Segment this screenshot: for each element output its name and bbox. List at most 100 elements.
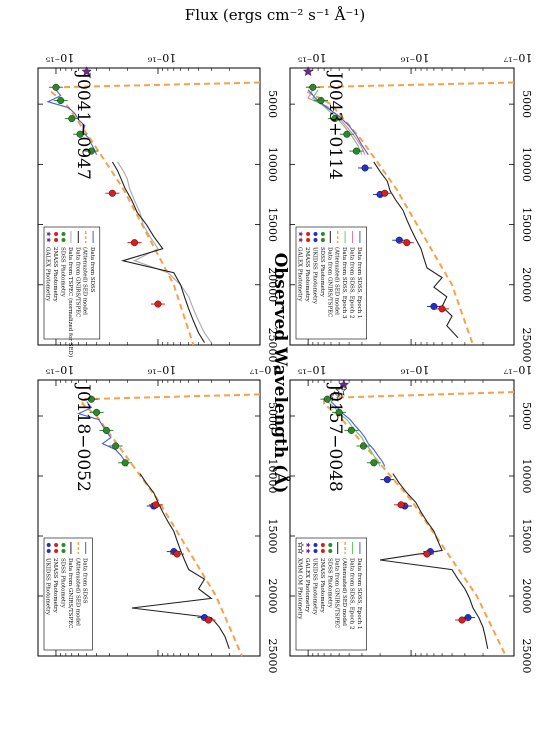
photometry-point	[154, 300, 162, 308]
legend-swatch	[298, 237, 304, 243]
wavelength-tick-label: 15000	[520, 519, 533, 554]
spectrum-line	[307, 89, 366, 155]
legend-label: GALEX Photometry	[297, 247, 303, 302]
photometry-point	[152, 501, 160, 509]
flux-tick-label: 10⁻¹⁵	[46, 51, 75, 64]
photometry-point	[329, 390, 341, 402]
wavelength-tick-label: 10000	[266, 459, 279, 494]
panel-1: 10⁻¹⁶ 10⁻¹⁵ 5000 10000 15000 20000 25000 J0041−…	[37, 51, 279, 363]
legend-label: (Attenuated) SED model	[341, 558, 348, 626]
plot-frame	[37, 67, 261, 346]
photometry-point	[383, 476, 391, 484]
photometry-point	[381, 189, 389, 197]
legend-box	[295, 226, 367, 340]
panel-4: 10⁻¹⁷ 10⁻¹⁶ 10⁻¹⁵ 5000 10000 15000 20000 25000 J…	[289, 363, 533, 674]
photometry-point	[370, 459, 378, 467]
legend-swatch	[305, 548, 311, 554]
legend-swatch	[61, 549, 66, 553]
legend-label: Data from GNIRS/TSPEC	[74, 247, 80, 317]
legend-swatch	[320, 543, 325, 547]
photometry-point	[204, 616, 212, 624]
wavelength-tick-label: 25000	[520, 639, 533, 674]
legend-label: Data from SDSS, Epoch 2	[349, 247, 355, 319]
legend: Data from SDSS(Attenuated) SED modelData…	[43, 226, 101, 357]
photometry-point	[323, 395, 331, 403]
wavelength-tick-label: 15000	[266, 207, 279, 242]
photometry-point	[76, 130, 84, 138]
legend-swatch	[54, 549, 59, 553]
legend-label: Data from SDSS, Epoch 3	[341, 247, 347, 319]
legend-swatch	[54, 232, 59, 236]
legend-label: (Attenuated) SED model	[334, 247, 341, 315]
spectrum-line	[380, 473, 489, 649]
legend: Data from SDSS(Attenuated) SED modelData…	[43, 537, 93, 651]
legend-swatch	[328, 549, 333, 553]
flux-tick-label: 10⁻¹⁵	[298, 51, 327, 64]
quasar-name: J0043+0114	[325, 70, 345, 180]
wavelength-tick-label: 25000	[520, 328, 533, 363]
photometry-point	[430, 302, 438, 310]
legend-swatch	[320, 549, 325, 553]
legend-swatch	[54, 543, 59, 547]
quasar-name: J0041−0947	[73, 70, 93, 180]
legend-swatch	[305, 542, 311, 548]
wavelength-tick-label: 10000	[266, 147, 279, 182]
wavelength-tick-label: 25000	[266, 328, 279, 363]
spectrum-line	[116, 161, 212, 343]
legend-swatch	[61, 238, 66, 242]
legend-swatch	[61, 232, 66, 236]
legend-label: XMM OM Photometry	[297, 558, 303, 620]
legend-swatch	[313, 238, 318, 242]
panel-2: 10⁻¹⁷ 10⁻¹⁶ 10⁻¹⁵ 5000 10000 15000 20000 25000 J…	[289, 51, 533, 363]
photometry-point	[102, 426, 110, 434]
spectrum-line	[131, 473, 230, 649]
photometry-point	[458, 616, 466, 624]
legend-swatch	[328, 543, 333, 547]
sed-model-line	[307, 81, 515, 346]
flux-tick-label: 10⁻¹⁵	[298, 363, 327, 376]
legend-label: UKIDSS Photometry	[312, 247, 318, 305]
plot-frame	[289, 67, 515, 346]
photometry-point	[423, 550, 431, 558]
photometry-point	[93, 408, 101, 416]
quasar-name: J0118−0052	[73, 382, 93, 492]
legend-label: Data from SDSS	[82, 558, 88, 604]
legend-box	[295, 537, 367, 651]
legend-swatch	[313, 232, 318, 236]
photometry-point	[317, 97, 325, 105]
flux-tick-label: 10⁻¹⁷	[503, 363, 532, 376]
photometry-point	[361, 164, 369, 172]
wavelength-tick-label: 15000	[266, 519, 279, 554]
wavelength-tick-label: 20000	[520, 579, 533, 614]
legend-swatch	[46, 237, 52, 243]
wavelength-tick-label: 5000	[266, 90, 279, 118]
legend-label: 2MASS Photometry	[52, 247, 58, 303]
legend-label: Data from TSPEC (normalized for SED)	[67, 247, 74, 357]
legend-label: 2MASS Photometry	[52, 558, 58, 614]
flux-tick-label: 10⁻¹⁷	[503, 51, 532, 64]
photometry-point	[57, 97, 65, 105]
photometry-point	[335, 384, 347, 396]
legend-label: SDSS Photometry	[60, 558, 66, 609]
legend-label: Data from SDSS, Epoch 1	[356, 558, 362, 630]
legend-label: Data from GNIRS/TSPEC	[67, 558, 73, 628]
wavelength-tick-label: 10000	[520, 459, 533, 494]
flux-tick-label: 10⁻¹⁶	[400, 363, 429, 376]
legend-label: SDSS Photometry	[60, 247, 66, 298]
photometry-point	[68, 115, 76, 123]
wavelength-tick-label: 5000	[520, 90, 533, 118]
spectrum-line	[77, 401, 128, 467]
wavelength-tick-label: 20000	[266, 267, 279, 302]
legend-swatch	[297, 547, 305, 555]
legend-box	[43, 226, 101, 340]
photometry-point	[464, 614, 472, 622]
wavelength-tick-label: 15000	[520, 207, 533, 242]
photometry-point	[52, 83, 60, 91]
spectrum-line	[373, 161, 459, 339]
legend-label: (Attenuated) SED model	[82, 247, 89, 315]
legend-swatch	[313, 543, 318, 547]
photometry-point	[108, 189, 116, 197]
legend-swatch	[306, 232, 311, 236]
